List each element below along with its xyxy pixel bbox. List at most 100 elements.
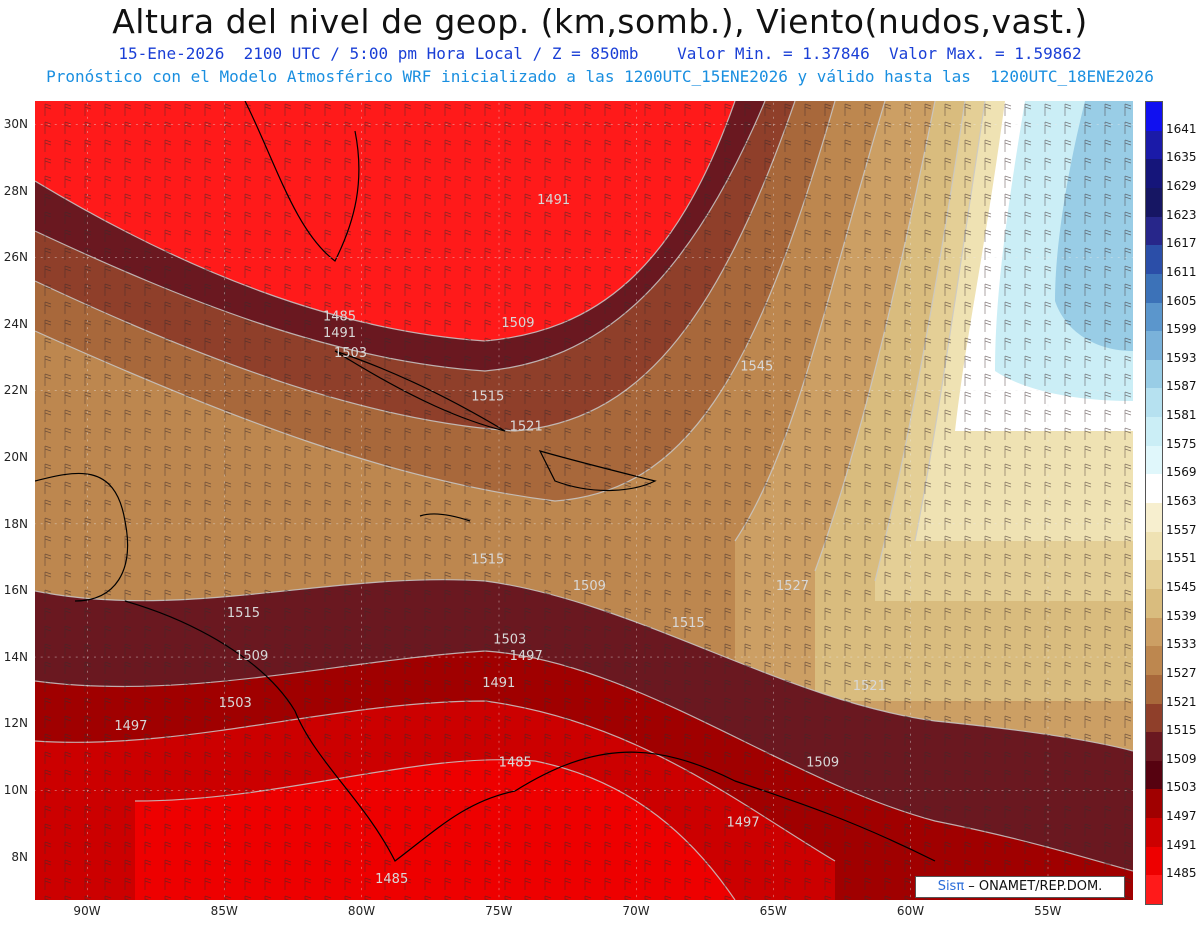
lon-label: 55W <box>1034 904 1062 918</box>
colorbar-label: 1491 <box>1166 837 1197 852</box>
contour-label: 1485 <box>499 756 532 771</box>
chart-subtitle-time: 15-Ene-2026 2100 UTC / 5:00 pm Hora Loca… <box>118 44 1082 63</box>
lon-label: 60W <box>896 904 925 918</box>
colorbar-cell <box>1146 789 1162 819</box>
lon-label: 75W <box>485 904 513 918</box>
lat-label: 28N <box>3 183 28 198</box>
colorbar-cell <box>1146 445 1162 475</box>
contour-label: 1509 <box>806 756 839 771</box>
colorbar-cell <box>1146 273 1162 303</box>
colorbar-label: 1563 <box>1166 494 1197 508</box>
lat-label: 30N <box>3 117 28 131</box>
colorbar-label: 1509 <box>1166 751 1197 766</box>
colorbar-label: 1539 <box>1166 608 1197 623</box>
contour-label: 1503 <box>219 696 252 711</box>
colorbar-label: 1587 <box>1166 379 1197 394</box>
colorbar-label: 1485 <box>1166 866 1197 881</box>
lon-label: 65W <box>759 904 787 918</box>
contour-label: 1515 <box>672 616 705 631</box>
colorbar-cell <box>1146 417 1162 447</box>
lat-label: 8N <box>11 849 28 864</box>
colorbar-cell <box>1146 560 1162 590</box>
contour-label: 1545 <box>740 359 773 374</box>
graticule <box>35 101 1133 900</box>
colorbar-label: 1599 <box>1166 322 1197 337</box>
contour-label: 1497 <box>727 816 760 831</box>
colorbar-label: 1533 <box>1166 637 1197 652</box>
colorbar-label: 1635 <box>1166 150 1197 165</box>
colorbar-cell <box>1146 617 1162 647</box>
colorbar-cell <box>1146 216 1162 246</box>
contour-label: 1509 <box>235 649 268 664</box>
credit-box: Sisπ – ONAMET/REP.DOM. <box>915 876 1125 898</box>
contour-label: 1515 <box>471 553 504 568</box>
contour-label: 1521 <box>853 679 886 694</box>
contour-label: 1521 <box>510 419 543 434</box>
lat-label: 14N <box>3 649 28 664</box>
colorbar-cell <box>1146 474 1162 504</box>
colorbar <box>1145 101 1163 905</box>
colorbar-label: 1551 <box>1166 551 1197 566</box>
contour-label: 1497 <box>510 649 543 664</box>
contour-label: 1497 <box>114 719 147 734</box>
lon-label: 85W <box>210 904 238 918</box>
contour-label: 1515 <box>471 389 504 404</box>
lat-label: 22N <box>3 383 28 398</box>
colorbar-cell <box>1146 846 1162 876</box>
colorbar-label: 1611 <box>1166 264 1197 279</box>
colorbar-cell <box>1146 245 1162 275</box>
colorbar-label: 1605 <box>1166 293 1197 308</box>
contour-label: 1491 <box>323 326 356 341</box>
colorbar-cell <box>1146 588 1162 619</box>
lat-label: 12N <box>3 716 28 731</box>
colorbar-label: 1629 <box>1166 178 1197 193</box>
colorbar-label: 1545 <box>1166 579 1197 594</box>
lat-label: 20N <box>3 450 28 464</box>
map-canvas: 1491 1485 1491 1503 1509 1515 1521 1545 1515 1509… <box>35 101 1133 900</box>
colorbar-label: 1641 <box>1166 121 1197 136</box>
contour-label: 1503 <box>493 632 526 647</box>
lat-label: 16N <box>3 583 28 598</box>
colorbar-label: 1521 <box>1166 694 1197 709</box>
lat-label: 24N <box>3 316 28 331</box>
colorbar-cell <box>1146 102 1162 132</box>
lat-label: 10N <box>3 783 28 797</box>
colorbar-label: 1593 <box>1166 350 1197 365</box>
geopotential-map: 1491 1485 1491 1503 1509 1515 1521 1545 1515 1509… <box>35 101 1133 900</box>
colorbar-cell <box>1146 302 1162 332</box>
lat-label: 26N <box>3 250 28 265</box>
colorbar-cell <box>1146 646 1162 676</box>
lon-label: 90W <box>73 904 101 918</box>
colorbar-cell <box>1146 359 1162 389</box>
colorbar-cell <box>1146 187 1162 218</box>
colorbar-label: 1515 <box>1166 723 1197 738</box>
contour-label: 1515 <box>227 606 260 621</box>
contour-label: 1503 <box>334 346 367 361</box>
colorbar-label: 1575 <box>1166 436 1197 451</box>
contour-label: 1509 <box>573 579 606 594</box>
colorbar-cell <box>1146 331 1162 361</box>
contour-label: 1491 <box>482 676 515 691</box>
contour-label: 1485 <box>375 872 408 887</box>
colorbar-cell <box>1146 531 1162 561</box>
colorbar-cell <box>1146 760 1162 790</box>
chart-title: Altura del nivel de geop. (km,somb.), Vi… <box>112 2 1088 41</box>
colorbar-label: 1617 <box>1166 236 1197 251</box>
colorbar-label: 1527 <box>1166 665 1197 680</box>
colorbar-cell <box>1146 703 1162 733</box>
colorbar-cell <box>1146 388 1162 418</box>
contour-label: 1509 <box>501 316 534 331</box>
colorbar-cell <box>1146 818 1162 848</box>
contour-labels: 1491 1485 1491 1503 1509 1515 1521 1545 1515 1509… <box>114 193 885 887</box>
lon-label: 70W <box>622 904 650 918</box>
colorbar-label: 1623 <box>1166 207 1197 222</box>
colorbar-cell <box>1146 674 1162 704</box>
lon-label: 80W <box>347 904 376 918</box>
colorbar-cell <box>1146 503 1162 533</box>
credit-text: – ONAMET/REP.DOM. <box>964 879 1103 894</box>
credit-brand: Sisπ <box>937 879 965 894</box>
contour-label: 1485 <box>323 309 356 324</box>
contour-label: 1491 <box>537 193 570 208</box>
colorbar-label: 1581 <box>1166 408 1197 423</box>
colorbar-label: 1497 <box>1166 809 1197 824</box>
